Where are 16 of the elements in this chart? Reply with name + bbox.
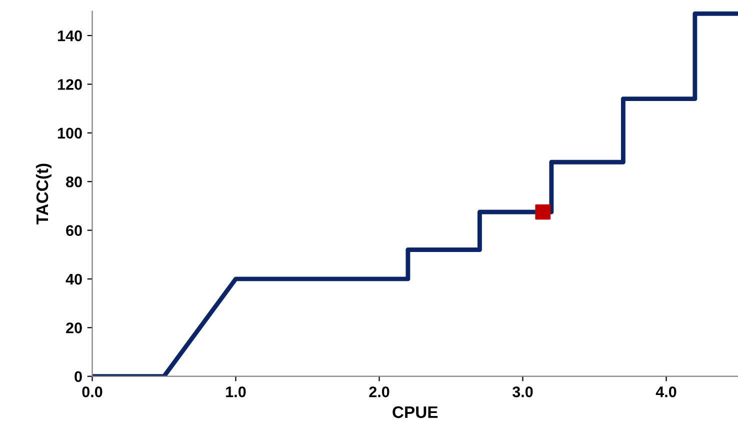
- line-series: [92, 11, 738, 376]
- y-tick-label: 20: [66, 322, 82, 334]
- x-tick-label: 4.0: [656, 386, 676, 398]
- x-tick-label: 2.0: [369, 386, 390, 398]
- x-tick-label: 1.0: [226, 386, 246, 398]
- y-tick-label: 40: [66, 274, 82, 285]
- x-tick-label: 3.0: [512, 386, 533, 398]
- x-axis-title: CPUE: [392, 406, 438, 418]
- y-tick-label: 100: [58, 128, 82, 139]
- y-tick-label: 60: [66, 225, 82, 236]
- y-tick-label: 0: [74, 371, 82, 382]
- y-tick-label: 140: [58, 30, 82, 42]
- x-tick-label: 0.0: [82, 386, 102, 398]
- y-tick-label: 80: [66, 176, 82, 188]
- y-tick-label: 120: [58, 79, 82, 90]
- y-axis-title: TACC(t): [36, 164, 52, 224]
